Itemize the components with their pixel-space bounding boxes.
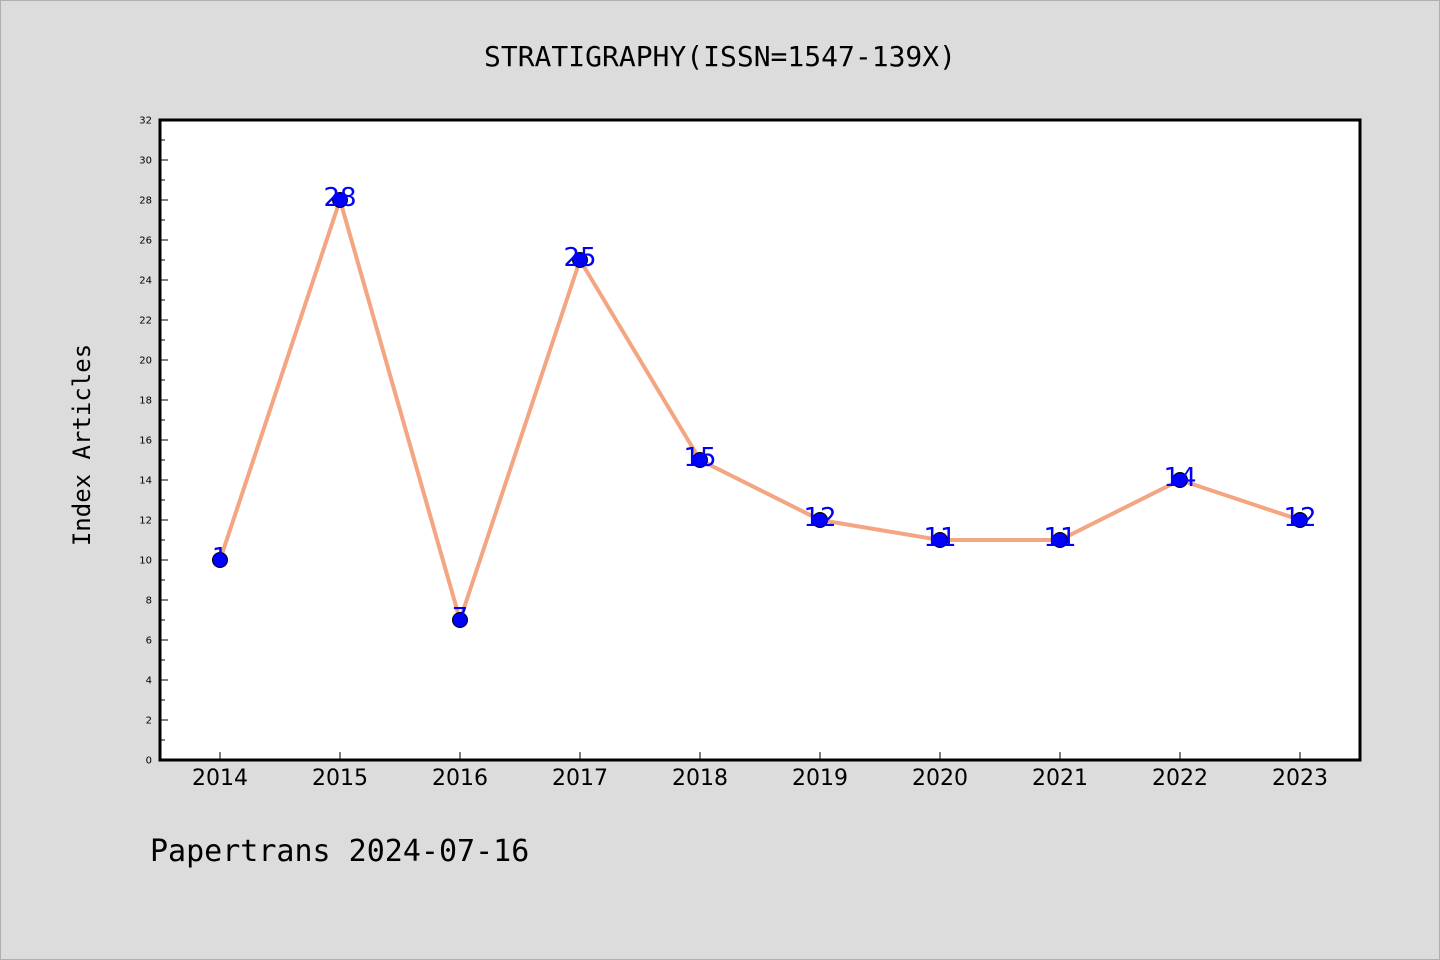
data-label: 1 (212, 543, 229, 573)
x-tick-label: 2016 (432, 766, 488, 791)
x-tick-label: 2018 (672, 766, 728, 791)
data-point (692, 452, 708, 468)
x-tick-label: 2022 (1152, 766, 1208, 791)
y-tick-label: 14 (139, 476, 152, 487)
x-tick-label: 2021 (1032, 766, 1088, 791)
data-label: 25 (563, 243, 596, 273)
data-point (572, 252, 588, 268)
y-tick-label: 4 (146, 676, 152, 687)
y-tick-label: 22 (139, 316, 152, 327)
data-label: 28 (323, 183, 356, 213)
y-tick-label: 16 (139, 436, 152, 447)
data-label: 11 (923, 523, 956, 553)
x-tick-label: 2017 (552, 766, 608, 791)
data-point (332, 192, 348, 208)
y-tick-label: 8 (146, 596, 152, 607)
y-tick-label: 26 (139, 236, 152, 247)
x-tick-label: 2019 (792, 766, 848, 791)
y-tick-label: 20 (139, 356, 152, 367)
data-label: 11 (1043, 523, 1076, 553)
data-label: 12 (1283, 503, 1316, 533)
data-point (1172, 472, 1188, 488)
x-tick-label: 2014 (192, 766, 248, 791)
y-tick-label: 2 (146, 716, 152, 727)
data-point (212, 552, 228, 568)
x-tick-label: 2020 (912, 766, 968, 791)
chart-title: STRATIGRAPHY(ISSN=1547-139X) (484, 40, 956, 73)
data-label: 15 (683, 443, 716, 473)
data-point (452, 612, 468, 628)
footer-note: Papertrans 2024-07-16 (150, 834, 530, 869)
plot-area (158, 118, 1362, 762)
y-tick-label: 10 (139, 556, 152, 567)
y-tick-label: 32 (139, 116, 152, 127)
y-tick-label: 24 (139, 276, 152, 287)
y-tick-label: 28 (139, 196, 152, 207)
series-line (218, 198, 1302, 622)
data-labels: 1 28 7 25 15 12 11 11 14 12 (212, 183, 1317, 633)
y-axis-label: Index Articles (68, 344, 96, 546)
data-label: 14 (1163, 463, 1196, 493)
data-point (1292, 512, 1308, 528)
x-tick-label: 2015 (312, 766, 368, 791)
y-tick-label: 12 (139, 516, 152, 527)
y-tick-label: 6 (146, 636, 152, 647)
data-point (932, 532, 948, 548)
y-tick-label: 18 (139, 396, 152, 407)
data-label: 12 (803, 503, 836, 533)
y-tick-label: 0 (146, 756, 152, 767)
data-label: 7 (452, 603, 469, 633)
x-tick-label: 2023 (1272, 766, 1328, 791)
series (212, 192, 1308, 628)
data-point (812, 512, 828, 528)
data-point (1052, 532, 1068, 548)
x-axis-ticks: 2014 2015 2016 2017 2018 2019 2020 2021 2022 2023 (192, 752, 1328, 791)
y-tick-label: 30 (139, 156, 152, 167)
